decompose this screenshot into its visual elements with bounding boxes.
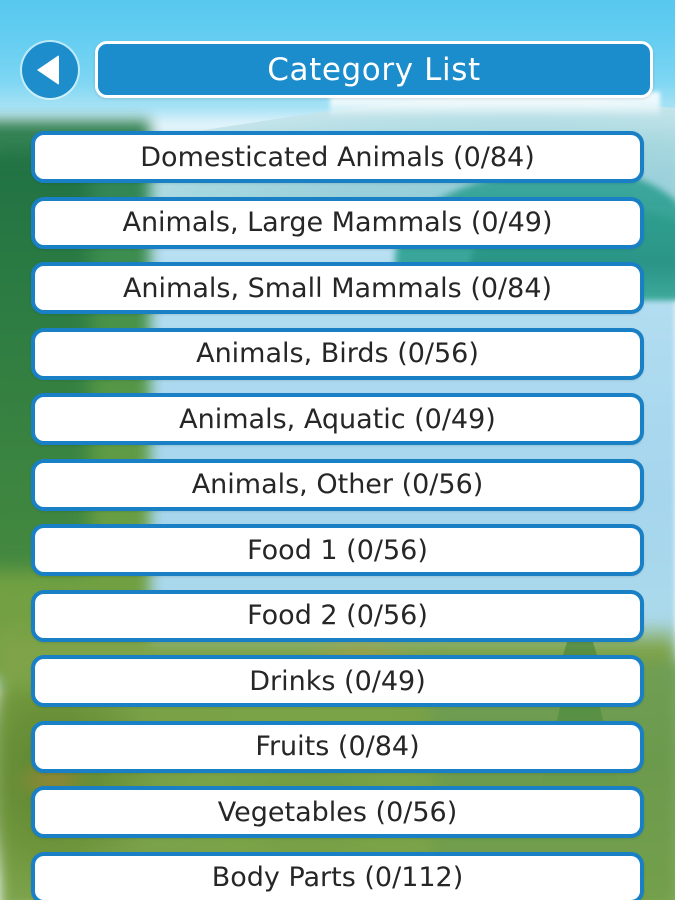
category-button-label: Vegetables (0/56) — [217, 796, 458, 828]
category-button[interactable]: Animals, Aquatic (0/49) — [31, 393, 644, 445]
category-button-label: Animals, Aquatic (0/49) — [179, 403, 496, 435]
category-button[interactable]: Animals, Other (0/56) — [31, 458, 644, 511]
category-button-label: Body Parts (0/112) — [211, 862, 464, 893]
category-button[interactable]: Domesticated Animals (0/84) — [31, 131, 644, 183]
category-button-label: Food 1 (0/56) — [247, 534, 428, 566]
category-button[interactable]: Animals, Small Mammals (0/84) — [31, 262, 644, 314]
category-button[interactable]: Food 1 (0/56) — [31, 524, 644, 576]
category-button[interactable]: Animals, Large Mammals (0/49) — [31, 196, 644, 249]
category-button[interactable]: Animals, Birds (0/56) — [31, 327, 644, 380]
category-button[interactable]: Drinks (0/49) — [31, 655, 644, 707]
category-button[interactable]: Fruits (0/84) — [31, 720, 644, 773]
category-button-label: Animals, Other (0/56) — [191, 469, 484, 500]
category-button-label: Food 2 (0/56) — [247, 600, 428, 631]
category-button[interactable]: Food 2 (0/56) — [31, 589, 644, 642]
category-button-label: Domesticated Animals (0/84) — [140, 141, 535, 173]
header-bar: Category List — [0, 0, 675, 120]
category-button-label: Animals, Large Mammals (0/49) — [122, 207, 553, 238]
category-button-label: Fruits (0/84) — [255, 731, 420, 762]
back-triangle-icon — [37, 55, 59, 85]
category-button-label: Drinks (0/49) — [249, 665, 426, 697]
page-title: Category List — [267, 51, 481, 88]
category-button-label: Animals, Birds (0/56) — [196, 338, 479, 369]
category-button[interactable]: Body Parts (0/112) — [31, 851, 644, 900]
category-button-label: Animals, Small Mammals (0/84) — [122, 272, 553, 304]
category-list[interactable]: Domesticated Animals (0/84) Animals, Larg… — [0, 131, 675, 900]
page-title-bar: Category List — [95, 41, 653, 98]
back-button[interactable] — [22, 42, 78, 98]
category-button[interactable]: Vegetables (0/56) — [31, 786, 644, 838]
